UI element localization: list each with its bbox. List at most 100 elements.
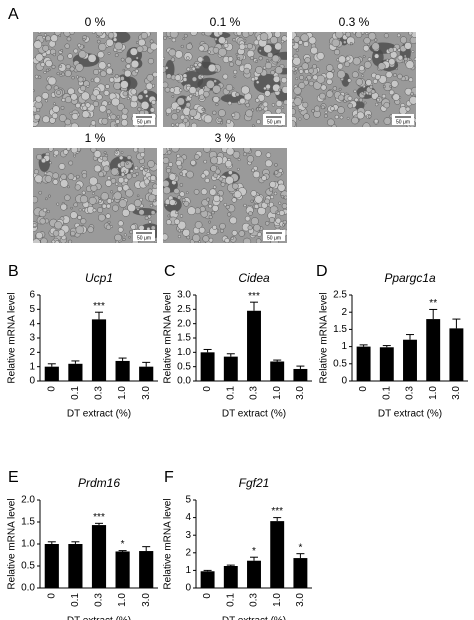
cell — [268, 187, 274, 192]
cell — [82, 38, 86, 42]
cell — [304, 77, 308, 81]
cell — [45, 59, 53, 68]
cell — [111, 97, 120, 107]
cell — [236, 32, 242, 36]
cell — [98, 197, 101, 200]
x-axis-label: DT extract (%) — [67, 409, 131, 420]
cell — [323, 113, 328, 118]
cell — [252, 170, 261, 179]
y-tick-label: 1.0 — [21, 539, 35, 550]
cell — [281, 85, 287, 94]
cell — [237, 57, 241, 61]
cell — [250, 199, 254, 203]
cell — [204, 177, 210, 184]
cell — [274, 42, 283, 51]
cell — [320, 105, 325, 110]
cell — [112, 37, 118, 42]
cell — [203, 32, 213, 37]
x-tick-label: 1.0 — [117, 593, 128, 607]
cell — [181, 198, 186, 202]
bar — [247, 560, 261, 588]
y-tick-label: 1.5 — [21, 517, 35, 528]
cell — [58, 163, 66, 170]
cell — [231, 230, 238, 236]
cell — [118, 199, 128, 208]
cell — [335, 32, 344, 39]
cell — [105, 179, 113, 187]
cell — [68, 160, 74, 166]
cell — [169, 32, 179, 39]
cell — [312, 64, 317, 69]
cell — [248, 211, 253, 216]
cell — [245, 109, 254, 118]
cell — [183, 33, 188, 38]
cell — [39, 218, 46, 225]
cell — [109, 77, 115, 83]
cell — [75, 63, 84, 72]
x-axis-label: DT extract (%) — [222, 616, 286, 620]
cell — [52, 179, 59, 185]
cell — [92, 32, 96, 34]
cell — [292, 55, 295, 61]
cell — [59, 74, 63, 77]
cell — [374, 53, 380, 59]
cell — [261, 175, 267, 181]
cell — [53, 149, 60, 156]
cell — [52, 230, 60, 237]
cell — [116, 148, 119, 152]
cell — [73, 202, 79, 208]
cell — [325, 71, 334, 80]
cell — [171, 148, 180, 153]
cell — [163, 36, 167, 40]
cell — [334, 114, 339, 120]
cell — [292, 120, 297, 127]
cell — [403, 54, 407, 58]
cell — [119, 76, 125, 81]
cell — [263, 44, 273, 54]
cell — [120, 172, 125, 177]
cell — [93, 68, 100, 76]
cell — [200, 74, 205, 79]
x-tick-label: 1.0 — [272, 593, 283, 607]
cell — [174, 74, 182, 81]
cell — [144, 168, 148, 172]
cell — [210, 165, 217, 172]
cell — [113, 81, 122, 90]
significance: *** — [248, 291, 260, 302]
cell — [413, 57, 416, 61]
cell — [298, 69, 304, 74]
cell — [69, 32, 75, 35]
cell — [405, 106, 411, 112]
cell — [268, 216, 275, 223]
cell — [298, 40, 303, 45]
cell — [213, 79, 217, 83]
cell — [197, 62, 202, 67]
cell — [53, 102, 56, 106]
cell — [131, 173, 137, 179]
cell — [332, 86, 338, 91]
scale-box — [263, 230, 285, 241]
bar — [200, 352, 215, 381]
cell — [215, 102, 219, 107]
cell — [64, 69, 72, 77]
cell — [101, 32, 104, 34]
cell — [70, 148, 78, 154]
cell — [281, 203, 287, 209]
cell — [103, 90, 110, 96]
cell — [282, 220, 287, 225]
cell — [147, 160, 155, 168]
cell — [265, 84, 271, 90]
cell — [61, 97, 66, 103]
cell — [93, 76, 101, 84]
cell — [337, 94, 345, 101]
cell — [316, 74, 326, 84]
cell — [177, 220, 187, 230]
cell — [232, 150, 241, 159]
cell — [114, 53, 119, 58]
y-axis-label: Relative mRNA level — [7, 498, 18, 589]
cell — [41, 92, 49, 100]
cell — [201, 107, 205, 112]
chart-title: Cidea — [238, 271, 270, 285]
cell — [33, 169, 39, 175]
cell — [33, 196, 39, 204]
